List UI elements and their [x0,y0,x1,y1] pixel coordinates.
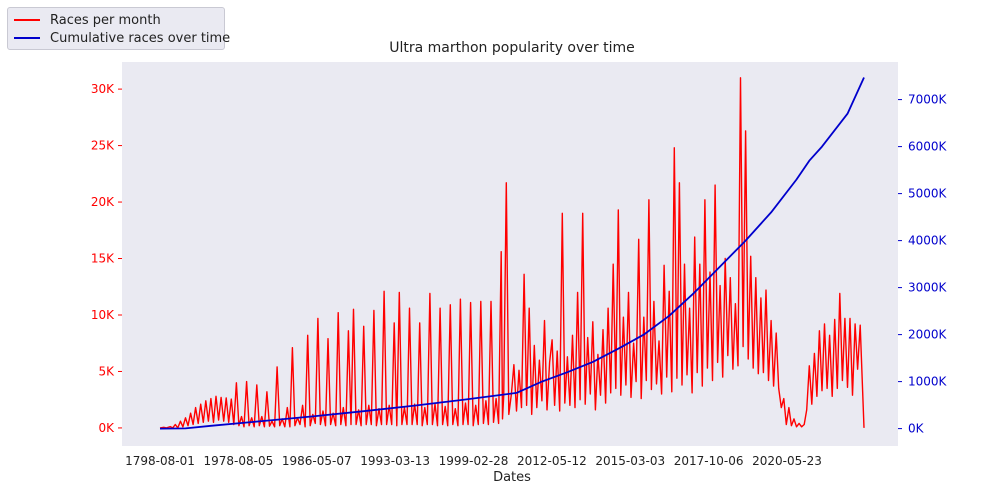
left-y-tick-label: 5K [98,364,115,378]
left-y-tick-label: 30K [91,82,115,96]
series-layer [159,77,865,430]
right-y-axis: 0K 1000K 2000K 3000K 4000K 5000K 6000K 7000K [898,93,948,436]
legend-item-races-per-month: Races per month [14,11,161,29]
left-y-tick-label: 10K [91,308,115,322]
left-y-tick-label: 20K [91,195,115,209]
x-tick-label: 1978-08-05 [204,454,274,468]
x-tick-label: 2015-03-03 [595,454,665,468]
right-y-tick-label: 4000K [908,234,948,248]
x-tick-label: 2012-05-12 [517,454,587,468]
x-tick-label: 2017-10-06 [674,454,744,468]
legend-swatch-blue [14,37,40,39]
legend: Races per month Cumulative races over ti… [7,7,230,50]
left-y-tick-label: 15K [91,252,115,266]
legend-label: Races per month [50,12,161,28]
left-y-tick-label: 0K [98,421,115,435]
right-y-tick-label: 7000K [908,93,948,107]
legend-label: Cumulative races over time [50,30,231,46]
races-per-month-line [159,77,865,429]
right-y-tick-label: 6000K [908,140,948,154]
x-axis-label: Dates [493,470,531,485]
legend-swatch-red [14,19,40,21]
right-y-tick-label: 1000K [908,375,948,389]
x-tick-label: 1999-02-28 [439,454,509,468]
legend-item-cumulative-races: Cumulative races over time [14,29,230,47]
x-tick-label: 1798-08-01 [125,454,195,468]
chart-title: Ultra marthon popularity over time [389,40,635,56]
right-y-tick-label: 5000K [908,187,948,201]
x-tick-label: 1993-03-13 [360,454,430,468]
right-y-tick-label: 3000K [908,281,948,295]
plot-background [122,62,898,446]
right-y-tick-label: 2000K [908,328,948,342]
cumulative-races-line [159,77,865,430]
x-tick-label: 2020-05-23 [752,454,822,468]
left-y-axis: 0K 5K 10K 15K 20K 25K 30K [91,82,122,435]
right-y-tick-label: 0K [908,422,925,436]
x-tick-label: 1986-05-07 [282,454,352,468]
x-axis: 1798-08-01 1978-08-05 1986-05-07 1993-03-13… [125,454,822,468]
left-y-tick-label: 25K [91,139,115,153]
